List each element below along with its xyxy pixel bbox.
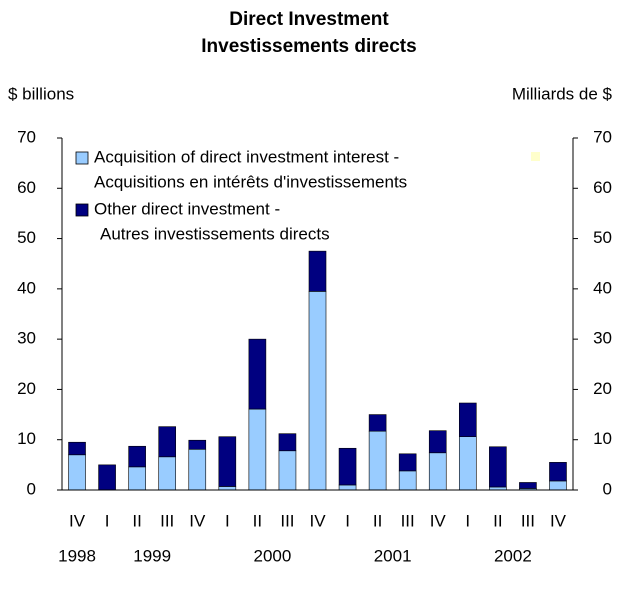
- group-label: 2001: [374, 546, 412, 565]
- y-tick-label: 50: [17, 228, 36, 247]
- bar-segment: [278, 433, 297, 452]
- bar-segment: [218, 436, 237, 487]
- bar-segment: [489, 446, 507, 488]
- bar-segment: [218, 486, 237, 491]
- x-tick-label: IV: [550, 511, 567, 530]
- x-tick-label: III: [160, 511, 174, 530]
- bar-segment: [549, 462, 567, 482]
- bar-segment: [458, 402, 477, 437]
- group-label: 1999: [133, 546, 171, 565]
- y-tick-label: 20: [17, 379, 36, 398]
- y-tick-label: 40: [17, 278, 36, 297]
- x-tick-label: IV: [309, 511, 326, 530]
- bar-segment: [248, 408, 267, 491]
- y-tick-label: 10: [17, 429, 36, 448]
- legend-label: Other direct investment -: [94, 199, 280, 218]
- x-tick-label: II: [253, 511, 262, 530]
- legend-label: Acquisition of direct investment interes…: [94, 147, 399, 166]
- x-tick-label: IV: [69, 511, 86, 530]
- legend-swatch: [75, 151, 89, 165]
- bar-segment: [398, 453, 417, 472]
- bar-segment: [128, 466, 146, 491]
- bar-segment: [428, 452, 447, 491]
- bar-segment: [68, 454, 86, 491]
- bar-segment: [68, 441, 86, 456]
- y2-tick-label: 70: [593, 127, 612, 146]
- x-tick-label: I: [225, 511, 230, 530]
- legend-label: Autres investissements directs: [100, 224, 330, 243]
- y2-axis-label: Milliards de $: [512, 84, 613, 103]
- y2-tick-label: 40: [593, 278, 612, 297]
- bar-segment: [458, 436, 477, 491]
- group-label: 2002: [494, 546, 532, 565]
- bar-segment: [188, 439, 207, 450]
- group-label: 1998: [58, 546, 96, 565]
- legend-label: Acquisitions en intérêts d'investissemen…: [94, 172, 407, 191]
- x-tick-label: IV: [430, 511, 447, 530]
- bar-segment: [128, 445, 146, 468]
- y2-tick-label: 0: [603, 479, 612, 498]
- bar-segment: [338, 447, 357, 486]
- bar-segment: [308, 250, 327, 292]
- chart-title: Investissements directs: [201, 36, 416, 57]
- x-tick-label: I: [345, 511, 350, 530]
- bar-segment: [188, 448, 207, 491]
- bar-segment: [338, 484, 357, 491]
- y2-tick-label: 20: [593, 379, 612, 398]
- bar-segment: [278, 450, 297, 491]
- bar-segment: [428, 430, 447, 454]
- bar-segment: [308, 291, 327, 491]
- y-tick-label: 30: [17, 329, 36, 348]
- bar-segment: [368, 414, 387, 432]
- bar-segment: [549, 480, 567, 491]
- x-tick-label: IV: [189, 511, 206, 530]
- x-tick-label: III: [521, 511, 535, 530]
- bar-segment: [398, 470, 417, 491]
- bar-segment: [98, 464, 116, 491]
- y2-tick-label: 50: [593, 228, 612, 247]
- bar-segment: [519, 482, 537, 489]
- y-tick-label: 0: [27, 479, 36, 498]
- x-tick-label: III: [401, 511, 415, 530]
- legend-swatch: [75, 203, 89, 217]
- y-axis-label: $ billions: [8, 84, 74, 103]
- x-tick-label: II: [132, 511, 141, 530]
- x-tick-label: I: [465, 511, 470, 530]
- x-tick-label: III: [280, 511, 294, 530]
- y2-tick-label: 10: [593, 429, 612, 448]
- bar-segment: [248, 338, 267, 410]
- y-tick-label: 60: [17, 178, 36, 197]
- legend-artifact: [531, 152, 540, 161]
- bar-segment: [158, 426, 177, 458]
- group-label: 2000: [253, 546, 291, 565]
- bar-segment: [368, 430, 387, 491]
- y2-tick-label: 60: [593, 178, 612, 197]
- y2-tick-label: 30: [593, 329, 612, 348]
- chart-title: Direct Investment: [229, 9, 389, 30]
- y-tick-label: 70: [17, 127, 36, 146]
- x-tick-label: I: [105, 511, 110, 530]
- x-tick-label: II: [373, 511, 382, 530]
- x-tick-label: II: [493, 511, 502, 530]
- bar-segment: [158, 456, 177, 491]
